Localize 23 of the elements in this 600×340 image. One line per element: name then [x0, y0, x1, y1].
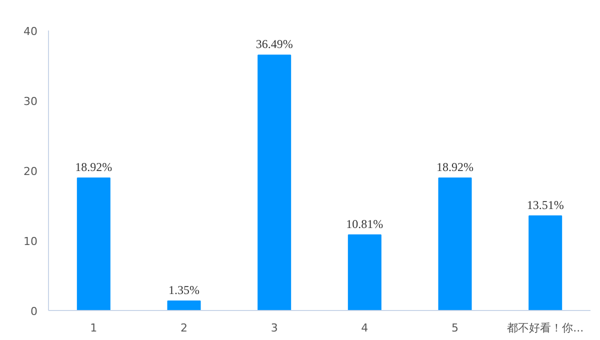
- x-tick-label: 5: [452, 322, 458, 334]
- y-tick-label: 40: [24, 25, 38, 38]
- bar: [258, 54, 292, 310]
- x-tick-label: 2: [180, 322, 188, 334]
- x-tick-label: 都不好看！你...: [507, 322, 584, 334]
- bar: [167, 300, 201, 310]
- data-label: 1.35%: [168, 283, 200, 298]
- y-tick-label: 0: [30, 305, 38, 318]
- x-tick-label: 3: [270, 322, 278, 334]
- data-label: 18.92%: [436, 160, 474, 174]
- x-tick-label: 1: [90, 322, 98, 334]
- data-label: 18.92%: [75, 160, 112, 174]
- y-tick-label: 30: [24, 95, 38, 108]
- y-tick-label: 20: [24, 165, 38, 178]
- data-label: 13.51%: [526, 198, 564, 212]
- bar: [528, 215, 562, 310]
- bar: [76, 178, 110, 310]
- data-label: 36.49%: [256, 37, 293, 52]
- bar: [438, 178, 472, 310]
- data-label: 10.81%: [346, 216, 384, 231]
- x-tick-label: 4: [361, 322, 368, 334]
- bar: [348, 234, 382, 310]
- y-tick-label: 10: [24, 235, 38, 248]
